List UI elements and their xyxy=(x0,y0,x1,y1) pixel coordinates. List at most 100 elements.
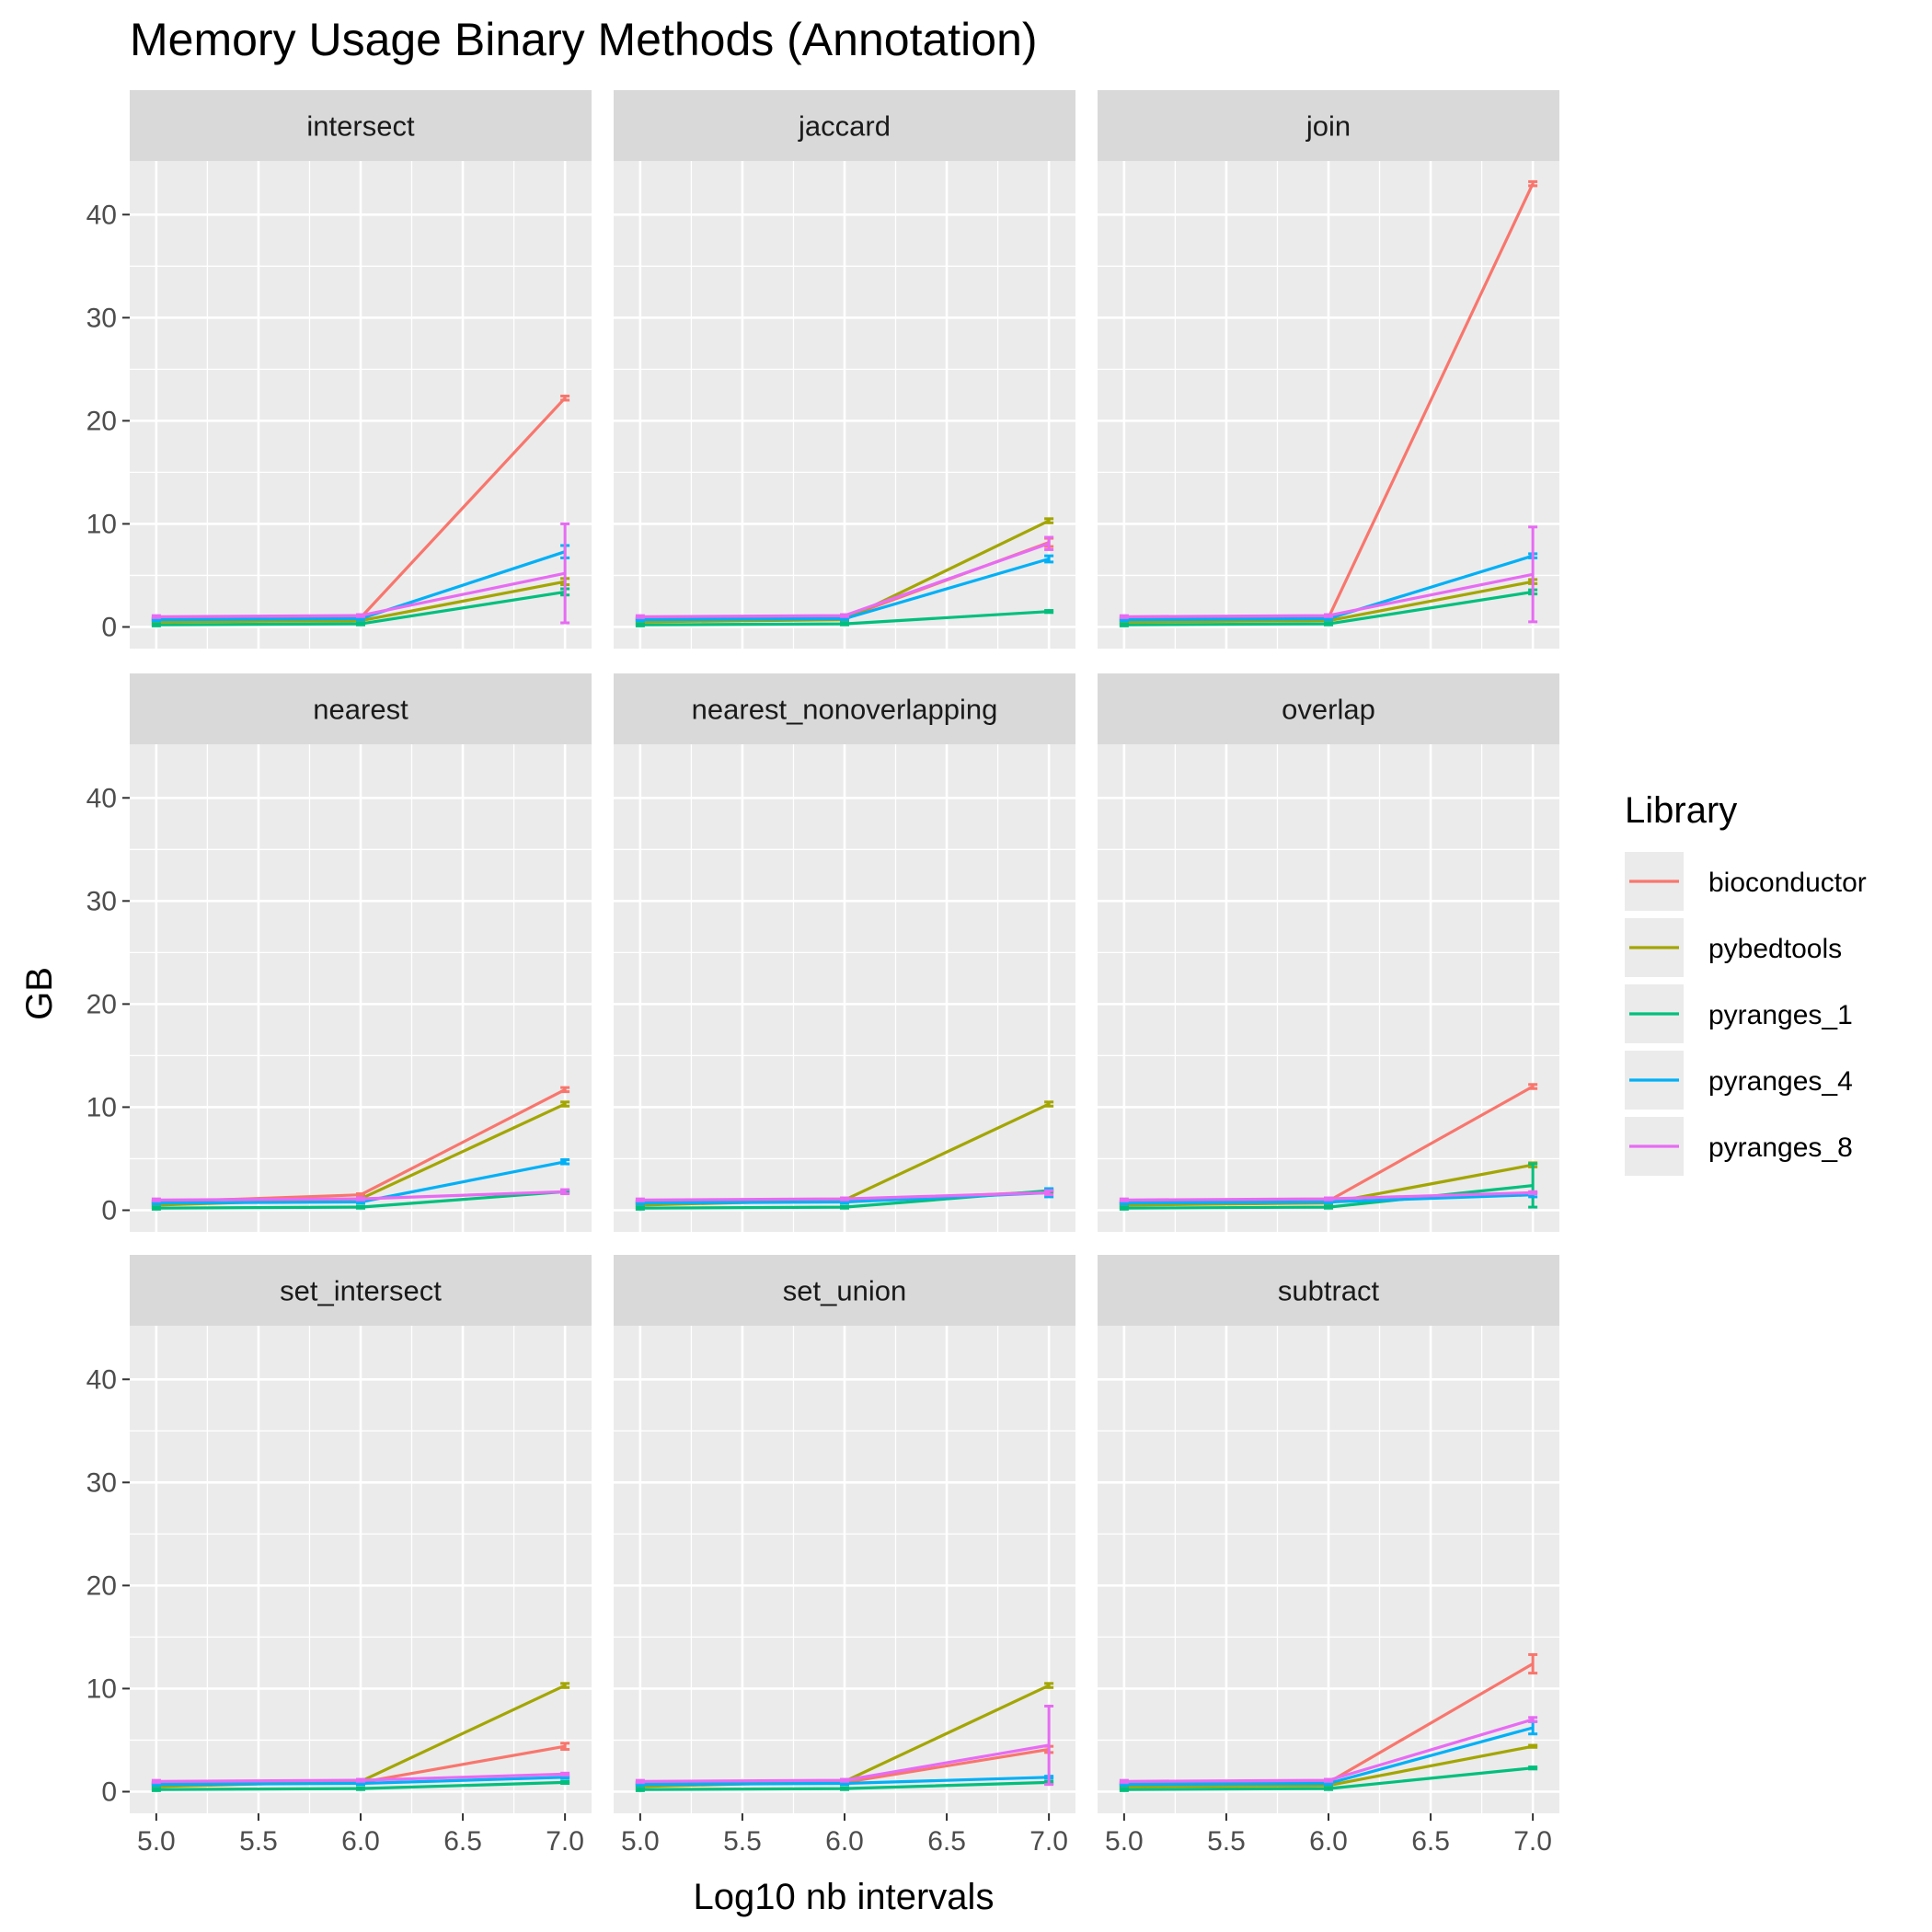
strip-label: nearest_nonoverlapping xyxy=(692,694,998,726)
error-bar-pyranges_1 xyxy=(840,621,849,627)
facet-panels: intersect 0 10 20 30 40 jaccard join nearest 0 10 2… xyxy=(86,90,1559,1857)
error-bar-pyranges_8 xyxy=(356,1196,365,1202)
error-bar-pyranges_1 xyxy=(356,1204,365,1210)
error-bar-pyranges_1 xyxy=(1119,622,1129,627)
legend-label: pyranges_4 xyxy=(1708,1066,1853,1097)
strip-nearest xyxy=(130,673,592,744)
y-tick-label: 10 xyxy=(86,509,117,539)
error-bar-pyranges_8 xyxy=(560,522,570,625)
error-bar-pyranges_1 xyxy=(1119,1205,1129,1211)
error-bar-bioconductor xyxy=(1528,179,1538,188)
error-bar-pybedtools xyxy=(1044,1100,1054,1108)
x-tick-label: 5.5 xyxy=(723,1826,762,1857)
x-tick-label: 5.5 xyxy=(239,1826,278,1857)
panel-join: join xyxy=(1098,90,1559,649)
x-tick-label: 6.0 xyxy=(1309,1826,1348,1857)
error-bar-pyranges_8 xyxy=(840,613,849,618)
error-bar-bioconductor xyxy=(356,1192,365,1198)
error-bar-bioconductor xyxy=(560,1086,570,1094)
y-tick-label: 0 xyxy=(101,1195,117,1225)
panel-overlap: overlap xyxy=(1098,673,1559,1232)
error-bar-pybedtools xyxy=(560,1100,570,1108)
y-tick-label: 0 xyxy=(101,1777,117,1807)
error-bar-pyranges_1 xyxy=(635,622,645,627)
x-tick-label: 5.0 xyxy=(137,1826,176,1857)
x-tick-label: 6.5 xyxy=(927,1826,966,1857)
panel-subtract: subtract 5.0 5.5 6.0 6.5 7.0 xyxy=(1098,1255,1559,1857)
error-bar-pyranges_1 xyxy=(151,622,161,627)
error-bar-pyranges_8 xyxy=(840,1777,849,1783)
error-bar-pyranges_8 xyxy=(1324,613,1333,618)
x-tick-label: 5.5 xyxy=(1207,1826,1246,1857)
error-bar-pyranges_8 xyxy=(1528,1190,1538,1196)
legend-title: Library xyxy=(1625,790,1737,831)
error-bar-pyranges_1 xyxy=(1528,1765,1538,1771)
error-bar-pyranges_1 xyxy=(1044,609,1054,615)
legend-item-pybedtools: pybedtools xyxy=(1625,918,1842,977)
legend-item-bioconductor: bioconductor xyxy=(1625,852,1867,911)
strip-set_intersect xyxy=(130,1255,592,1326)
x-tick-label: 5.0 xyxy=(621,1826,660,1857)
y-axis-title: GB xyxy=(19,967,60,1020)
error-bar-bioconductor xyxy=(1528,1083,1538,1090)
error-bar-pyranges_1 xyxy=(1324,1786,1333,1791)
x-tick-label: 7.0 xyxy=(1029,1826,1068,1857)
error-bar-pyranges_8 xyxy=(1119,1778,1129,1784)
error-bar-pyranges_1 xyxy=(635,1205,645,1211)
error-bar-pyranges_8 xyxy=(1528,1716,1538,1723)
error-bar-pyranges_8 xyxy=(1044,1189,1054,1197)
error-bar-pybedtools xyxy=(1044,1682,1054,1689)
legend-item-pyranges_8: pyranges_8 xyxy=(1625,1117,1853,1176)
x-tick-label: 7.0 xyxy=(546,1826,584,1857)
chart-title: Memory Usage Binary Methods (Annotation) xyxy=(130,14,1038,65)
strip-label: set_intersect xyxy=(280,1275,442,1307)
error-bar-pyranges_4 xyxy=(1044,554,1054,564)
legend-label: pybedtools xyxy=(1708,934,1842,964)
panel-set_intersect: set_intersect 0 10 20 30 40 5.0 5.5 6.0 6.5 7.0 xyxy=(86,1255,592,1857)
error-bar-pybedtools xyxy=(1528,1743,1538,1749)
y-tick-label: 40 xyxy=(86,1364,117,1395)
legend-item-pyranges_4: pyranges_4 xyxy=(1625,1051,1853,1110)
strip-set_union xyxy=(614,1255,1075,1326)
error-bar-pyranges_8 xyxy=(1119,614,1129,619)
error-bar-bioconductor xyxy=(560,394,570,402)
legend-label: pyranges_8 xyxy=(1708,1133,1853,1163)
error-bar-pyranges_8 xyxy=(1528,525,1538,624)
error-bar-pyranges_8 xyxy=(151,1778,161,1784)
error-bar-pyranges_4 xyxy=(560,1158,570,1166)
legend-label: bioconductor xyxy=(1708,868,1867,898)
y-tick-label: 30 xyxy=(86,1467,117,1498)
x-tick-label: 6.5 xyxy=(1411,1826,1450,1857)
y-tick-label: 20 xyxy=(86,1570,117,1601)
y-tick-label: 30 xyxy=(86,303,117,333)
error-bar-pybedtools xyxy=(560,1682,570,1689)
strip-label: subtract xyxy=(1278,1275,1380,1307)
y-tick-label: 10 xyxy=(86,1673,117,1704)
error-bar-pyranges_8 xyxy=(1119,1197,1129,1202)
error-bar-pyranges_1 xyxy=(356,621,365,627)
strip-label: nearest xyxy=(313,694,408,726)
error-bar-pyranges_1 xyxy=(151,1205,161,1211)
error-bar-pyranges_1 xyxy=(151,1787,161,1792)
panel-nearest: nearest 0 10 20 30 40 xyxy=(86,673,592,1232)
strip-overlap xyxy=(1098,673,1559,744)
error-bar-pyranges_1 xyxy=(840,1786,849,1791)
error-bar-pyranges_8 xyxy=(1044,1704,1054,1787)
y-tick-label: 20 xyxy=(86,406,117,436)
error-bar-pyranges_8 xyxy=(356,613,365,618)
panel-intersect: intersect 0 10 20 30 40 xyxy=(86,90,592,649)
x-tick-label: 6.5 xyxy=(443,1826,482,1857)
error-bar-bioconductor xyxy=(1528,1652,1538,1675)
strip-join xyxy=(1098,90,1559,161)
error-bar-pyranges_1 xyxy=(560,1779,570,1786)
error-bar-pyranges_8 xyxy=(151,1197,161,1202)
error-bar-pyranges_1 xyxy=(356,1786,365,1791)
strip-nearest_nonoverlapping xyxy=(614,673,1075,744)
y-tick-label: 40 xyxy=(86,200,117,230)
panel-set_union: set_union 5.0 5.5 6.0 6.5 7.0 xyxy=(614,1255,1075,1857)
error-bar-pyranges_8 xyxy=(1324,1777,1333,1783)
strip-label: overlap xyxy=(1282,694,1375,726)
y-tick-label: 40 xyxy=(86,783,117,813)
x-tick-label: 6.0 xyxy=(825,1826,864,1857)
